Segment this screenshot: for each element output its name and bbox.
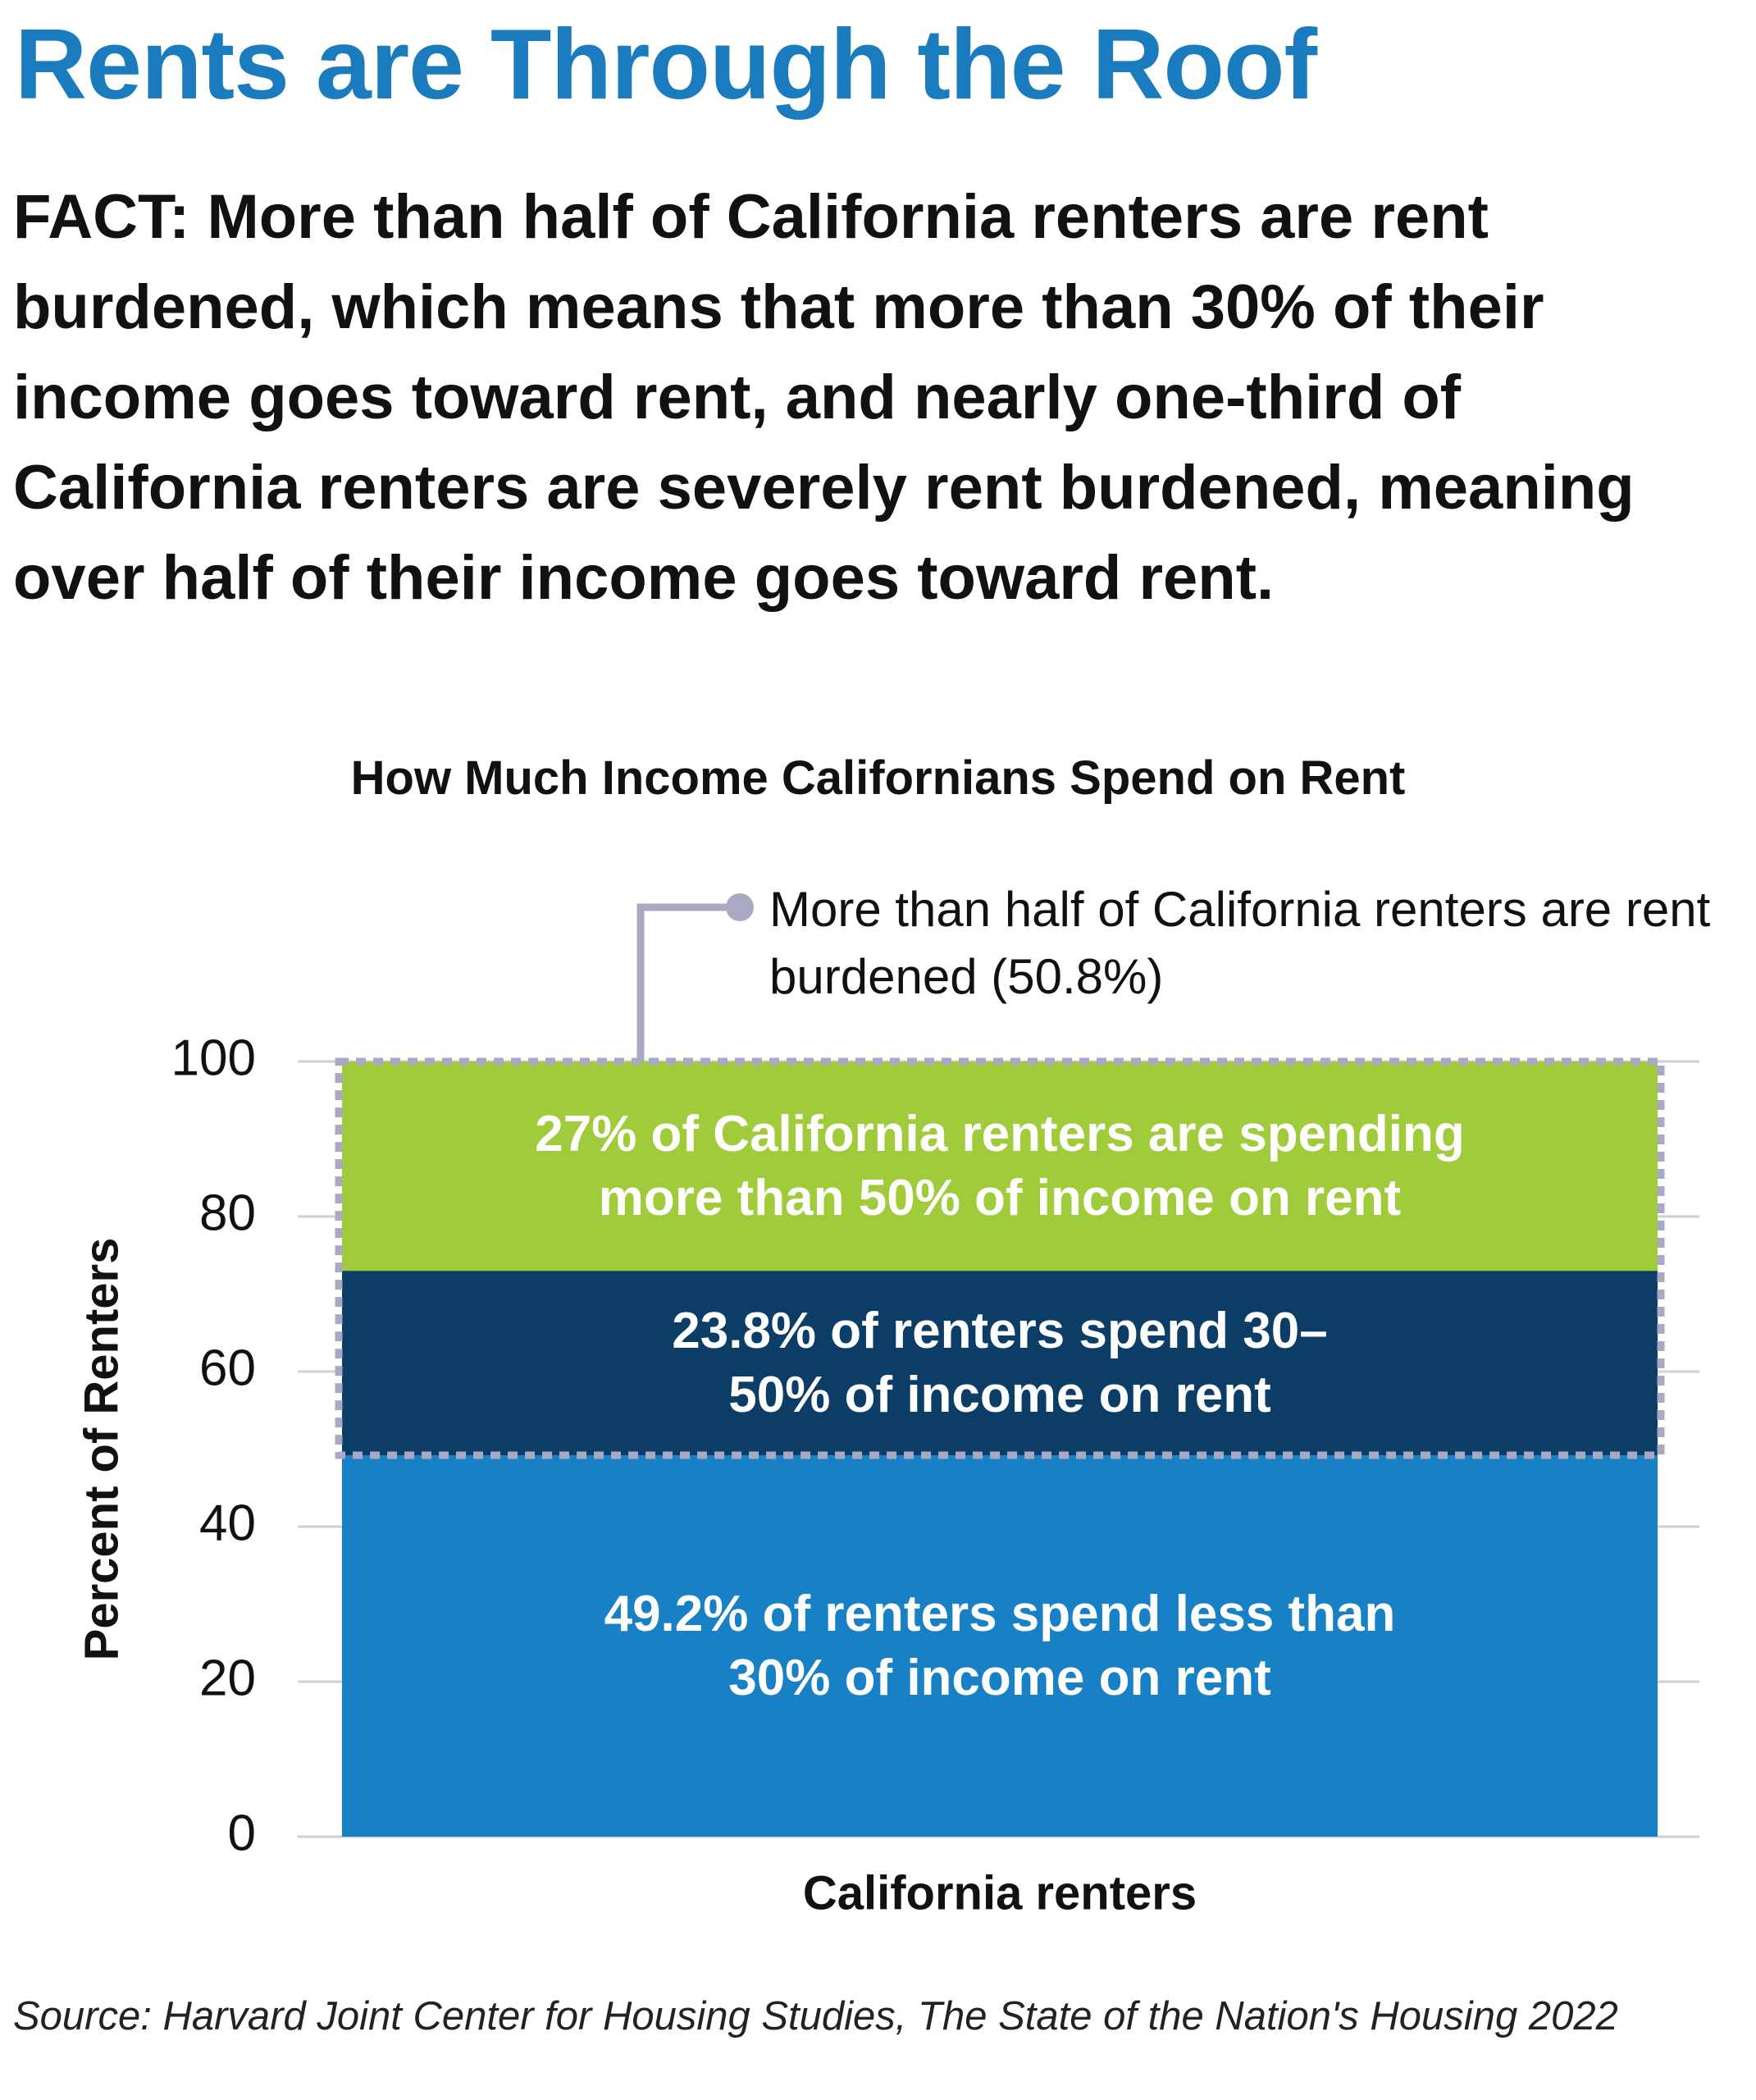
fact-body: More than half of California renters are…: [13, 182, 1635, 613]
annotation: More than half of California renters are…: [769, 882, 1711, 1004]
annotation-connector: [636, 903, 738, 1061]
chart-title: How Much Income Californians Spend on Re…: [350, 751, 1406, 805]
page-title: Rents are Through the Roof: [15, 8, 1317, 120]
segment-label: 49.2% of renters spend less than 30% of …: [604, 1585, 1396, 1706]
y-tick-label: 80: [199, 1185, 256, 1241]
annotation-outline: [335, 1057, 1665, 1459]
y-tick-label: 20: [199, 1650, 256, 1706]
segment-label: 27% of California renters are spending m…: [535, 1105, 1465, 1226]
fact-label: FACT:: [13, 182, 190, 252]
annotation-dot: [726, 893, 754, 921]
y-tick-label: 0: [228, 1805, 256, 1861]
chart: 0 20 40 60 80 100 Percent of Renters California…: [75, 893, 1699, 1920]
bar-segment: [342, 1271, 1658, 1456]
y-tick-label: 60: [199, 1340, 256, 1396]
y-tick-label: 100: [171, 1029, 256, 1086]
fact-text: FACT: More than half of California rente…: [13, 172, 1744, 623]
x-tick-label: California renters: [803, 1866, 1197, 1920]
bar-segment: [342, 1061, 1658, 1271]
source: Source: Harvard Joint Center for Housing…: [13, 1994, 1618, 2038]
y-tick-label: 40: [199, 1495, 256, 1551]
segment-label: 23.8% of renters spend 30–50% of income …: [672, 1302, 1328, 1423]
y-axis-label: Percent of Renters: [75, 1238, 128, 1661]
bar-segment: [342, 1455, 1658, 1837]
